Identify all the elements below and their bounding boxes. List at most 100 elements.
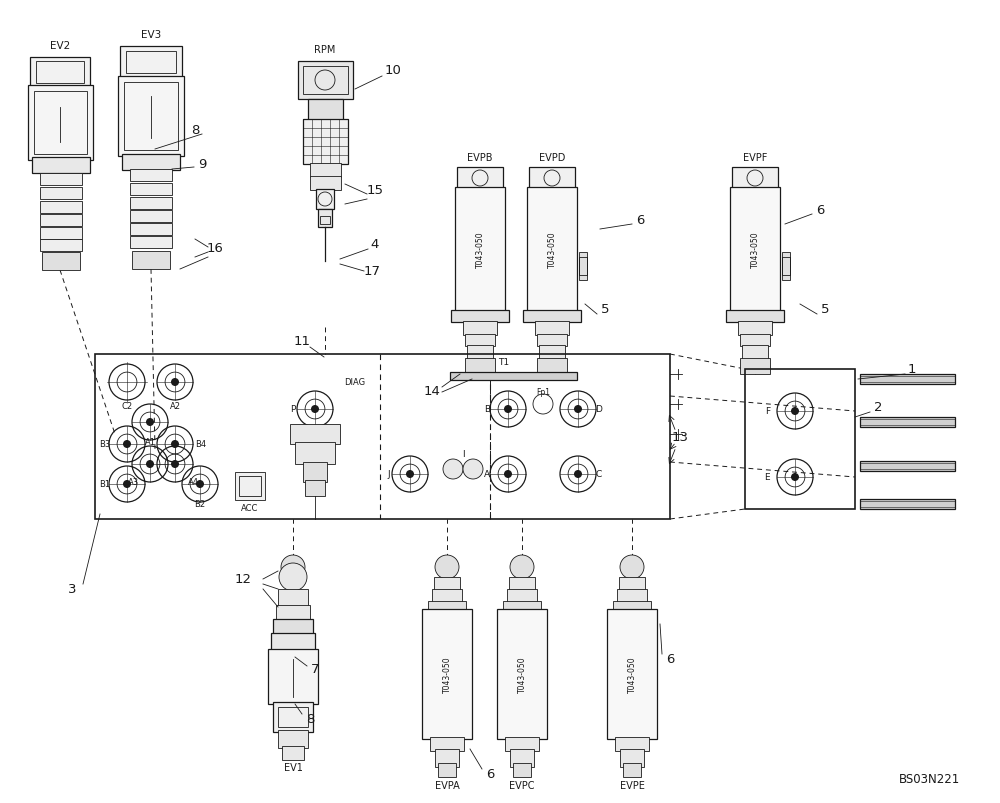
Text: 8: 8	[306, 712, 314, 726]
Text: EV2: EV2	[50, 41, 70, 51]
Bar	[537, 359, 567, 374]
Circle shape	[443, 459, 463, 479]
Text: 6: 6	[816, 203, 824, 216]
Text: EVPE: EVPE	[620, 780, 644, 790]
Bar	[124, 83, 178, 151]
Text: T043-050: T043-050	[628, 656, 637, 692]
Bar	[467, 345, 493, 360]
Bar	[579, 253, 587, 281]
Text: F: F	[765, 407, 770, 416]
Bar	[310, 177, 341, 191]
Text: 5: 5	[601, 303, 609, 316]
Bar	[422, 609, 472, 739]
Bar	[303, 120, 348, 165]
Bar	[118, 77, 184, 157]
Bar	[318, 210, 332, 228]
Bar	[235, 472, 265, 500]
Bar	[740, 359, 770, 374]
Text: P: P	[290, 405, 295, 414]
Bar	[310, 164, 341, 177]
Bar	[268, 649, 318, 704]
Circle shape	[123, 480, 131, 488]
Text: A4: A4	[188, 478, 199, 487]
Bar	[40, 173, 82, 185]
Bar	[130, 210, 172, 222]
Bar	[40, 228, 82, 240]
Text: 10: 10	[385, 63, 401, 76]
Text: I: I	[462, 450, 464, 459]
Text: EV1: EV1	[284, 762, 302, 772]
Text: C2: C2	[121, 402, 133, 411]
Bar	[42, 253, 80, 271]
Circle shape	[146, 460, 154, 468]
Bar	[539, 345, 565, 360]
Text: T043-050: T043-050	[443, 656, 452, 692]
Text: T043-050: T043-050	[518, 656, 526, 692]
Bar	[432, 589, 462, 603]
Circle shape	[279, 563, 307, 591]
Text: 13: 13	[672, 431, 688, 444]
Circle shape	[281, 556, 305, 579]
Bar	[860, 418, 955, 427]
Bar	[28, 86, 93, 161]
Bar	[615, 737, 649, 751]
Bar	[465, 359, 495, 374]
Bar	[295, 442, 335, 464]
Bar	[607, 609, 657, 739]
Bar	[620, 749, 644, 767]
Text: C: C	[595, 470, 601, 479]
Text: 6: 6	[486, 768, 494, 781]
Bar	[95, 355, 670, 520]
Text: B: B	[484, 405, 490, 414]
Text: 5: 5	[821, 303, 829, 316]
Circle shape	[510, 556, 534, 579]
Circle shape	[123, 441, 131, 448]
Bar	[537, 335, 567, 347]
Bar	[463, 321, 497, 336]
Text: EVPA: EVPA	[435, 780, 459, 790]
Bar	[36, 62, 84, 84]
Text: 2: 2	[874, 401, 882, 414]
Text: A1: A1	[145, 438, 156, 447]
Bar	[623, 763, 641, 777]
Bar	[860, 377, 955, 382]
Bar	[40, 240, 82, 251]
Bar	[132, 251, 170, 270]
Text: A2: A2	[170, 402, 181, 411]
Bar	[290, 425, 340, 444]
Text: EVPC: EVPC	[509, 780, 535, 790]
Text: 6: 6	[666, 653, 674, 666]
Bar	[126, 52, 176, 74]
Bar	[30, 58, 90, 88]
Bar	[617, 589, 647, 603]
Text: 1: 1	[908, 363, 916, 376]
Circle shape	[463, 459, 483, 479]
Circle shape	[620, 556, 644, 579]
Bar	[738, 321, 772, 336]
Text: 12: 12	[235, 573, 252, 585]
Text: RPM: RPM	[314, 45, 336, 55]
Text: 16: 16	[207, 241, 223, 255]
Bar	[303, 463, 327, 483]
Text: B3: B3	[99, 440, 110, 449]
Bar	[451, 311, 509, 323]
Bar	[276, 605, 310, 622]
Bar	[273, 702, 313, 732]
Text: 11: 11	[294, 335, 311, 348]
Bar	[509, 577, 535, 591]
Text: 9: 9	[198, 158, 206, 171]
Text: A: A	[484, 470, 490, 479]
Text: A3: A3	[127, 478, 139, 487]
Bar	[732, 168, 778, 190]
Text: DIAG: DIAG	[344, 378, 366, 387]
Bar	[239, 476, 261, 496]
Bar	[613, 601, 651, 611]
Text: 8: 8	[191, 124, 199, 137]
Circle shape	[171, 378, 179, 386]
Text: 15: 15	[367, 183, 384, 196]
Text: 17: 17	[364, 265, 381, 278]
Bar	[523, 311, 581, 323]
Bar	[120, 47, 182, 79]
Bar	[298, 62, 353, 100]
Circle shape	[435, 556, 459, 579]
